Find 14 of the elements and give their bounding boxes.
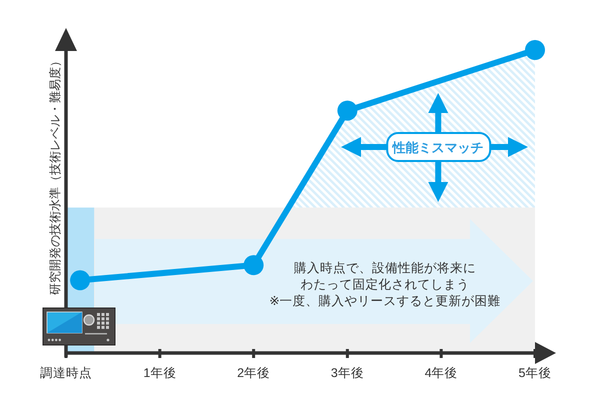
x-tick-label: 3年後 xyxy=(330,366,364,380)
annotation: ※一度、購入やリースすると更新が困難 xyxy=(269,293,501,308)
x-tick-label: 調達時点 xyxy=(40,366,92,380)
point xyxy=(525,40,545,60)
y-axis-title: 研究開発の技術水準（技術レベル・難易度） xyxy=(48,55,62,295)
x-tick-label: 4年後 xyxy=(424,366,458,380)
point xyxy=(70,270,90,290)
point xyxy=(337,100,358,121)
x-tick-label: 2年後 xyxy=(237,366,270,380)
x-tick-label: 1年後 xyxy=(143,366,176,380)
x-tick-label: 5年後 xyxy=(518,366,552,380)
annotation: 購入時点で、設備性能が将来にわたって固定化されてしまう xyxy=(294,261,476,292)
annotation: 性能ミスマッチ xyxy=(392,140,484,155)
point xyxy=(244,255,264,276)
